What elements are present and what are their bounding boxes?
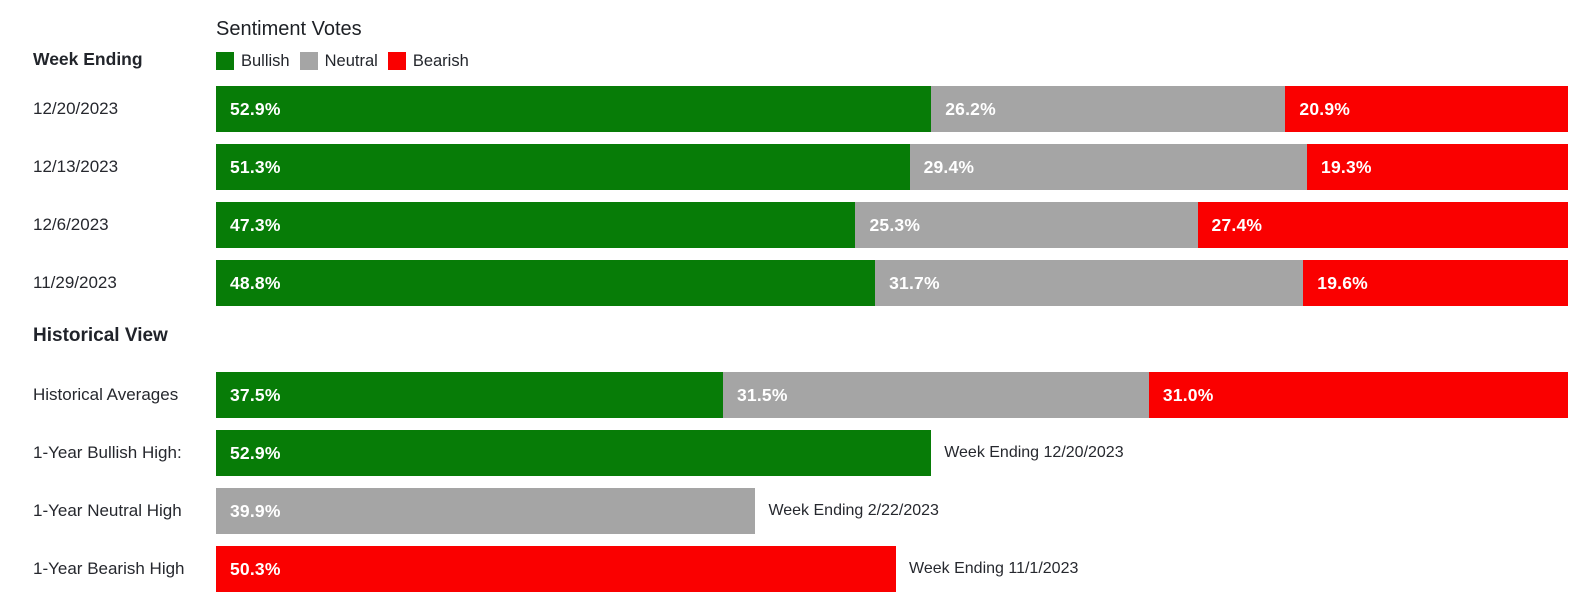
- one-year-neutral-high-label: 1-Year Neutral High: [33, 501, 182, 520]
- one-year-bearish-high-row: 1-Year Bearish High 50.3% Week Ending 11…: [0, 546, 1595, 592]
- single-bar: 39.9% Week Ending 2/22/2023: [216, 488, 1568, 534]
- bearish-segment: 27.4%: [1197, 202, 1568, 248]
- stacked-bar: 47.3% 25.3% 27.4%: [216, 202, 1568, 248]
- weekly-bar-row: 12/20/2023 52.9% 26.2% 20.9%: [0, 86, 1595, 132]
- week-date-label: 11/29/2023: [33, 273, 117, 292]
- bearish-swatch-icon: [387, 52, 406, 70]
- chart-title-area: Sentiment Votes Bullish Neutral Bearish: [216, 16, 1595, 72]
- single-bar: 52.9% Week Ending 12/20/2023: [216, 430, 1568, 476]
- neutral-segment: 39.9%: [216, 488, 756, 534]
- chart-header: Week Ending Sentiment Votes Bullish Neut…: [0, 0, 1595, 72]
- stacked-bar: 37.5% 31.5% 31.0%: [216, 372, 1568, 418]
- bearish-value: 27.4%: [1211, 214, 1263, 235]
- week-ending-label: Week Ending: [33, 49, 143, 69]
- neutral-swatch-icon: [299, 52, 318, 70]
- bearish-value: 19.6%: [1317, 272, 1368, 293]
- week-date-label: 12/13/2023: [33, 157, 119, 176]
- bullish-value: 52.9%: [230, 98, 281, 119]
- bearish-value: 20.9%: [1299, 98, 1351, 119]
- bearish-segment: 19.3%: [1307, 144, 1568, 190]
- bearish-segment: 50.3%: [216, 546, 897, 592]
- legend-item-bullish: Bullish: [216, 52, 290, 71]
- weekly-bar-row: 12/6/2023 47.3% 25.3% 27.4%: [0, 202, 1595, 248]
- one-year-bearish-high-label: 1-Year Bearish High: [33, 559, 185, 578]
- legend-item-bearish: Bearish: [387, 51, 469, 71]
- neutral-segment: 26.2%: [931, 86, 1286, 132]
- week-date-label: 12/6/2023: [33, 215, 109, 234]
- one-year-bullish-high-label: 1-Year Bullish High:: [33, 443, 182, 462]
- bearish-value: 19.3%: [1321, 156, 1372, 177]
- historical-averages-label: Historical Averages: [33, 385, 179, 404]
- bullish-value: 52.9%: [230, 442, 281, 463]
- neutral-value: 31.5%: [737, 384, 788, 405]
- legend-item-neutral: Neutral: [299, 51, 378, 71]
- bearish-segment: 19.6%: [1303, 260, 1568, 306]
- neutral-value: 31.7%: [889, 272, 940, 293]
- stacked-bar: 52.9% 26.2% 20.9%: [216, 86, 1568, 132]
- chart-legend: Bullish Neutral Bearish: [216, 50, 1595, 72]
- bullish-segment: 52.9%: [216, 86, 932, 132]
- neutral-segment: 25.3%: [855, 202, 1198, 248]
- week-date-label: 12/20/2023: [33, 99, 119, 118]
- week-ending-annotation: Week Ending 12/20/2023: [944, 444, 1124, 461]
- neutral-value: 25.3%: [869, 214, 921, 235]
- week-ending-annotation: Week Ending 2/22/2023: [768, 502, 939, 519]
- historical-view-heading: Historical View: [33, 325, 168, 346]
- one-year-bullish-high-row: 1-Year Bullish High: 52.9% Week Ending 1…: [0, 430, 1595, 476]
- single-bar: 50.3% Week Ending 11/1/2023: [216, 546, 1568, 592]
- week-ending-annotation: Week Ending 11/1/2023: [909, 560, 1079, 577]
- bullish-value: 48.8%: [230, 272, 281, 293]
- bullish-segment: 37.5%: [216, 372, 723, 418]
- historical-averages-row: Historical Averages 37.5% 31.5% 31.0%: [0, 372, 1595, 418]
- bullish-value: 37.5%: [230, 384, 281, 405]
- bearish-value: 31.0%: [1162, 384, 1214, 405]
- one-year-neutral-high-row: 1-Year Neutral High 39.9% Week Ending 2/…: [0, 488, 1595, 534]
- bullish-segment: 47.3%: [216, 202, 856, 248]
- neutral-segment: 31.5%: [723, 372, 1149, 418]
- stacked-bar: 51.3% 29.4% 19.3%: [216, 144, 1568, 190]
- chart-title: Sentiment Votes: [216, 18, 362, 40]
- legend-label-bearish: Bearish: [412, 51, 469, 70]
- bullish-segment: 51.3%: [216, 144, 910, 190]
- bullish-value: 47.3%: [230, 214, 281, 235]
- bullish-swatch-icon: [216, 52, 234, 70]
- legend-label-bullish: Bullish: [241, 51, 290, 70]
- weekly-bar-row: 12/13/2023 51.3% 29.4% 19.3%: [0, 144, 1595, 190]
- bullish-value: 51.3%: [230, 156, 281, 177]
- weekly-bar-row: 11/29/2023 48.8% 31.7% 19.6%: [0, 260, 1595, 306]
- neutral-value: 39.9%: [230, 500, 281, 521]
- week-ending-column-header: Week Ending: [0, 16, 216, 72]
- neutral-segment: 29.4%: [909, 144, 1308, 190]
- neutral-value: 29.4%: [923, 156, 975, 177]
- bullish-segment: 52.9%: [216, 430, 932, 476]
- stacked-bar: 48.8% 31.7% 19.6%: [216, 260, 1568, 306]
- bearish-segment: 20.9%: [1285, 86, 1568, 132]
- bearish-value: 50.3%: [230, 558, 281, 579]
- legend-label-neutral: Neutral: [324, 51, 378, 70]
- bearish-segment: 31.0%: [1148, 372, 1568, 418]
- bullish-segment: 48.8%: [216, 260, 876, 306]
- neutral-value: 26.2%: [945, 98, 996, 119]
- neutral-segment: 31.7%: [875, 260, 1304, 306]
